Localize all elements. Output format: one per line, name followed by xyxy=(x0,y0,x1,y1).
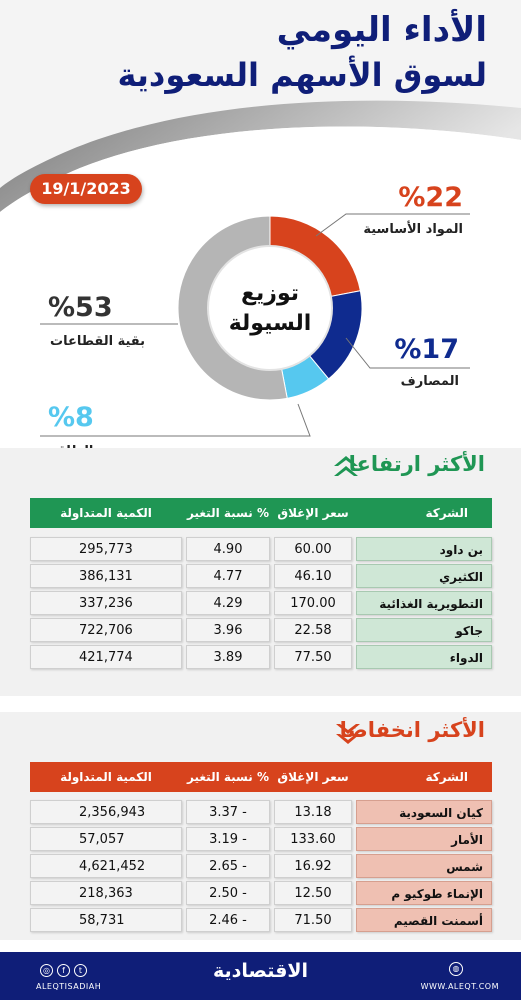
page-title-line2: لسوق الأسهم السعودية xyxy=(117,56,487,94)
header-company: الشركة xyxy=(425,506,468,520)
header-company: الشركة xyxy=(425,770,468,784)
cell-change: 2.65 - xyxy=(186,854,270,878)
cell-company: أسمنت القصيم xyxy=(356,908,492,932)
cell-change: 3.19 - xyxy=(186,827,270,851)
date-badge: 19/1/2023 xyxy=(30,174,142,204)
table-row: 2,356,943 3.37 -13.18 كيان السعودية xyxy=(30,800,492,824)
double-chevron-up-icon xyxy=(334,456,358,476)
slice-pct-others: %53 xyxy=(48,292,113,323)
gainers-title: الأكثر ارتفاعا xyxy=(348,452,485,476)
header-qty: الكمية المتداولة xyxy=(60,770,152,784)
losers-title: الأكثر انخفاضا xyxy=(339,718,485,742)
social-handle[interactable]: ALEQTISADIAH xyxy=(36,982,102,991)
cell-change: 4.29 xyxy=(186,591,270,615)
cell-company: الدواء xyxy=(356,645,492,669)
losers-table-header: الكمية المتداولة نسبة التغير % سعر الإغل… xyxy=(30,762,492,792)
facebook-icon[interactable]: f xyxy=(57,964,70,977)
footer: ◎ f t ALEQTISADIAH الاقتصادية ◍ WWW.ALEQT.… xyxy=(0,952,521,1000)
table-row: 337,236 4.29 170.00 التطويرية الغذائية xyxy=(30,591,492,615)
brand-logo: الاقتصادية xyxy=(212,960,309,982)
chart-title-line1: توزيع xyxy=(241,281,299,306)
cell-change: 2.50 - xyxy=(186,881,270,905)
twitter-icon[interactable]: t xyxy=(74,964,87,977)
cell-change: 3.96 xyxy=(186,618,270,642)
table-row: 386,131 4.77 46.10 الكثيري xyxy=(30,564,492,588)
cell-qty: 386,131 xyxy=(30,564,182,588)
cell-company: الأمار xyxy=(356,827,492,851)
cell-close: 12.50 xyxy=(274,881,352,905)
cell-company: كيان السعودية xyxy=(356,800,492,824)
cell-company: الإنماء طوكيو م xyxy=(356,881,492,905)
cell-close: 170.00 xyxy=(274,591,352,615)
cell-close: 22.58 xyxy=(274,618,352,642)
liquidity-donut-chart: توزيع السيولة xyxy=(177,215,363,401)
slice-pct-materials: %22 xyxy=(398,182,463,213)
leader-lines xyxy=(40,213,470,437)
cell-company: التطويرية الغذائية xyxy=(356,591,492,615)
table-row: 295,773 4.90 60.00 بن داود xyxy=(30,537,492,561)
instagram-icon[interactable]: ◎ xyxy=(40,964,53,977)
cell-close: 46.10 xyxy=(274,564,352,588)
cell-change: 2.46 - xyxy=(186,908,270,932)
gainers-table-header: الكمية المتداولة نسبة التغير % سعر الإغل… xyxy=(30,498,492,528)
cell-company: جاكو xyxy=(356,618,492,642)
cell-company: شمس xyxy=(356,854,492,878)
slice-label-materials: المواد الأساسية xyxy=(363,222,463,237)
header-change: نسبة التغير % xyxy=(187,506,269,520)
table-row: 57,057 3.19 -133.60 الأمار xyxy=(30,827,492,851)
cell-close: 133.60 xyxy=(274,827,352,851)
header-change: نسبة التغير % xyxy=(187,770,269,784)
slice-pct-banks: %17 xyxy=(394,334,459,365)
cell-qty: 4,621,452 xyxy=(30,854,182,878)
social-icons: ◎ f t xyxy=(40,964,91,977)
globe-icon: ◍ xyxy=(449,962,463,976)
cell-change: 4.77 xyxy=(186,564,270,588)
header-close: سعر الإغلاق xyxy=(277,770,349,784)
table-row: 4,621,452 2.65 -16.92 شمس xyxy=(30,854,492,878)
header-qty: الكمية المتداولة xyxy=(60,506,152,520)
cell-company: بن داود xyxy=(356,537,492,561)
cell-close: 16.92 xyxy=(274,854,352,878)
website-link[interactable]: WWW.ALEQT.COM xyxy=(420,982,499,991)
slice-pct-energy: %8 xyxy=(48,402,94,433)
cell-qty: 218,363 xyxy=(30,881,182,905)
cell-close: 13.18 xyxy=(274,800,352,824)
header-close: سعر الإغلاق xyxy=(277,506,349,520)
table-row: 421,774 3.89 77.50 الدواء xyxy=(30,645,492,669)
cell-qty: 421,774 xyxy=(30,645,182,669)
double-chevron-down-icon xyxy=(336,724,360,744)
slice-label-others: بقية القطاعات xyxy=(50,334,146,349)
cell-change: 4.90 xyxy=(186,537,270,561)
cell-qty: 337,236 xyxy=(30,591,182,615)
cell-change: 3.89 xyxy=(186,645,270,669)
cell-change: 3.37 - xyxy=(186,800,270,824)
cell-qty: 722,706 xyxy=(30,618,182,642)
chart-title-line2: السيولة xyxy=(229,311,312,336)
cell-close: 77.50 xyxy=(274,645,352,669)
cell-qty: 2,356,943 xyxy=(30,800,182,824)
cell-qty: 58,731 xyxy=(30,908,182,932)
page-title-line1: الأداء اليومي xyxy=(276,10,487,50)
table-row: 218,363 2.50 -12.50 الإنماء طوكيو م xyxy=(30,881,492,905)
cell-company: الكثيري xyxy=(356,564,492,588)
slice-label-banks: المصارف xyxy=(400,374,459,389)
cell-qty: 57,057 xyxy=(30,827,182,851)
table-row: 722,706 3.96 22.58 جاكو xyxy=(30,618,492,642)
cell-qty: 295,773 xyxy=(30,537,182,561)
table-row: 58,731 2.46 -71.50 أسمنت القصيم xyxy=(30,908,492,932)
cell-close: 60.00 xyxy=(274,537,352,561)
cell-close: 71.50 xyxy=(274,908,352,932)
